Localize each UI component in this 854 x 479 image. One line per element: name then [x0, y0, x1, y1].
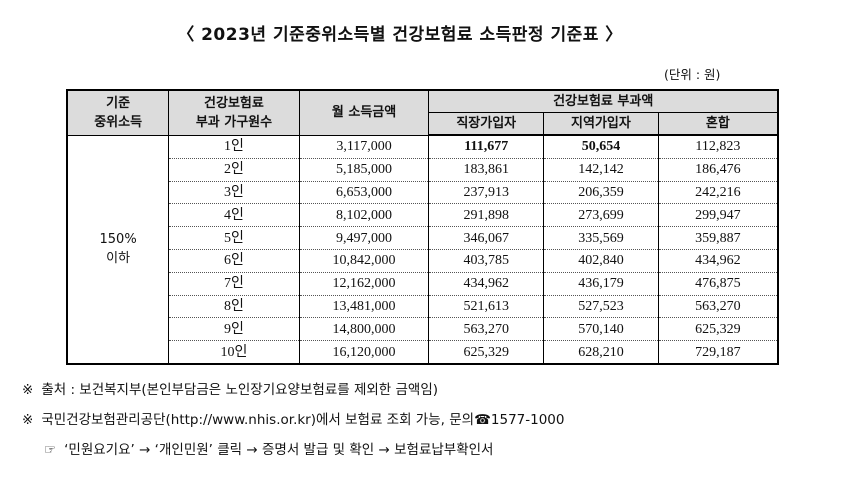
cell-regional: 142,142 [543, 158, 659, 182]
cell-household: 5인 [168, 226, 300, 250]
header-mixed: 혼합 [657, 112, 779, 136]
note-steps-text: ‘민원요기요’ → ‘개인민원’ 클릭 → 증명서 발급 및 확인 → 보험료납… [64, 442, 494, 458]
cell-mixed: 186,476 [657, 158, 779, 182]
cell-mixed: 434,962 [657, 249, 779, 273]
table-row: 2인 5,185,000 183,861 142,142 186,476 [67, 158, 779, 182]
cell-employee: 521,613 [428, 295, 545, 319]
header-median-income-line1: 기준 [106, 95, 131, 111]
cell-employee: 403,785 [428, 249, 545, 273]
note-steps: ☞ ‘민원요기요’ → ‘개인민원’ 클릭 → 증명서 발급 및 확인 → 보험료… [22, 438, 564, 468]
cell-regional: 402,840 [543, 249, 659, 273]
note-nhis-text: 국민건강보험관리공단(http://www.nhis.or.kr)에서 보험료 … [41, 412, 565, 428]
cell-employee: 291,898 [428, 203, 545, 228]
cell-employee: 563,270 [428, 317, 545, 342]
cell-regional: 273,699 [543, 203, 659, 228]
cell-employee: 434,962 [428, 272, 545, 296]
header-household-size-line2: 부과 가구원수 [195, 114, 273, 130]
note-mark: ※ [22, 412, 34, 428]
cell-employee: 183,861 [428, 158, 545, 182]
table-row: 9인 14,800,000 563,270 570,140 625,329 [67, 317, 779, 342]
header-premium-group: 건강보험료 부과액 [428, 89, 779, 113]
table-row: 7인 12,162,000 434,962 436,179 476,875 [67, 272, 779, 296]
header-monthly-income: 월 소득금액 [298, 89, 430, 136]
cell-income: 14,800,000 [298, 317, 430, 342]
table-row: 8인 13,481,000 521,613 527,523 563,270 [67, 295, 779, 319]
median-income-group-cell: 150% 이하 [66, 135, 170, 365]
cell-regional: 527,523 [543, 295, 659, 319]
cell-mixed: 729,187 [657, 340, 779, 365]
note-nhis: ※ 국민건강보험관리공단(http://www.nhis.or.kr)에서 보험료… [22, 408, 564, 438]
cell-regional: 436,179 [543, 272, 659, 296]
cell-mixed: 563,270 [657, 295, 779, 319]
note-mark: ※ [22, 382, 34, 398]
cell-mixed: 359,887 [657, 226, 779, 250]
cell-household: 4인 [168, 203, 300, 228]
cell-mixed: 625,329 [657, 317, 779, 342]
cell-regional: 50,654 [543, 135, 659, 159]
cell-income: 10,842,000 [298, 249, 430, 273]
cell-income: 12,162,000 [298, 272, 430, 296]
cell-household: 10인 [168, 340, 300, 365]
cell-household: 6인 [168, 249, 300, 273]
header-median-income: 기준 중위소득 [66, 89, 170, 136]
median-income-group-line2: 이하 [106, 251, 131, 267]
cell-regional: 206,359 [543, 181, 659, 205]
header-household-size: 건강보험료 부과 가구원수 [168, 89, 300, 136]
cell-household: 8인 [168, 295, 300, 319]
cell-mixed: 299,947 [657, 203, 779, 228]
pointing-hand-icon: ☞ [44, 442, 57, 458]
income-criteria-table: 기준 중위소득 건강보험료 부과 가구원수 월 소득금액 건강보험료 부과액 직… [66, 89, 779, 365]
cell-income: 16,120,000 [298, 340, 430, 365]
cell-household: 9인 [168, 317, 300, 342]
cell-employee: 625,329 [428, 340, 545, 365]
cell-employee: 346,067 [428, 226, 545, 250]
table-row: 5인 9,497,000 346,067 335,569 359,887 [67, 226, 779, 250]
cell-regional: 335,569 [543, 226, 659, 250]
cell-income: 13,481,000 [298, 295, 430, 319]
table-row: 4인 8,102,000 291,898 273,699 299,947 [67, 203, 779, 228]
notes: ※ 출처 : 보건복지부(본인부담금은 노인장기요양보험료를 제외한 금액임) ※… [22, 378, 564, 468]
note-source: ※ 출처 : 보건복지부(본인부담금은 노인장기요양보험료를 제외한 금액임) [22, 378, 564, 408]
cell-employee: 237,913 [428, 181, 545, 205]
cell-income: 9,497,000 [298, 226, 430, 250]
cell-employee: 111,677 [428, 135, 545, 159]
unit-label: (단위 : 원) [664, 67, 721, 82]
cell-household: 3인 [168, 181, 300, 205]
cell-household: 2인 [168, 158, 300, 182]
cell-regional: 628,210 [543, 340, 659, 365]
median-income-group-line1: 150% [99, 232, 137, 248]
table-row: 6인 10,842,000 403,785 402,840 434,962 [67, 249, 779, 273]
cell-income: 5,185,000 [298, 158, 430, 182]
cell-mixed: 112,823 [657, 135, 779, 159]
table-row: 3인 6,653,000 237,913 206,359 242,216 [67, 181, 779, 205]
cell-income: 3,117,000 [298, 135, 430, 159]
document-title: 〈 2023년 기준중위소득별 건강보험료 소득판정 기준표 〉 [177, 25, 623, 45]
cell-household: 7인 [168, 272, 300, 296]
table-row: 150% 이하 1인 3,117,000 111,677 50,654 112,823 [66, 135, 779, 365]
cell-regional: 570,140 [543, 317, 659, 342]
header-household-size-line1: 건강보험료 [204, 95, 264, 111]
cell-mixed: 242,216 [657, 181, 779, 205]
header-regional: 지역가입자 [543, 112, 659, 136]
note-source-text: 출처 : 보건복지부(본인부담금은 노인장기요양보험료를 제외한 금액임) [41, 382, 439, 398]
header-median-income-line2: 중위소득 [94, 114, 143, 130]
cell-household: 1인 [168, 135, 300, 159]
cell-income: 6,653,000 [298, 181, 430, 205]
header-employee: 직장가입자 [428, 112, 545, 136]
table-row: 10인 16,120,000 625,329 628,210 729,187 [67, 340, 779, 365]
cell-mixed: 476,875 [657, 272, 779, 296]
cell-income: 8,102,000 [298, 203, 430, 228]
